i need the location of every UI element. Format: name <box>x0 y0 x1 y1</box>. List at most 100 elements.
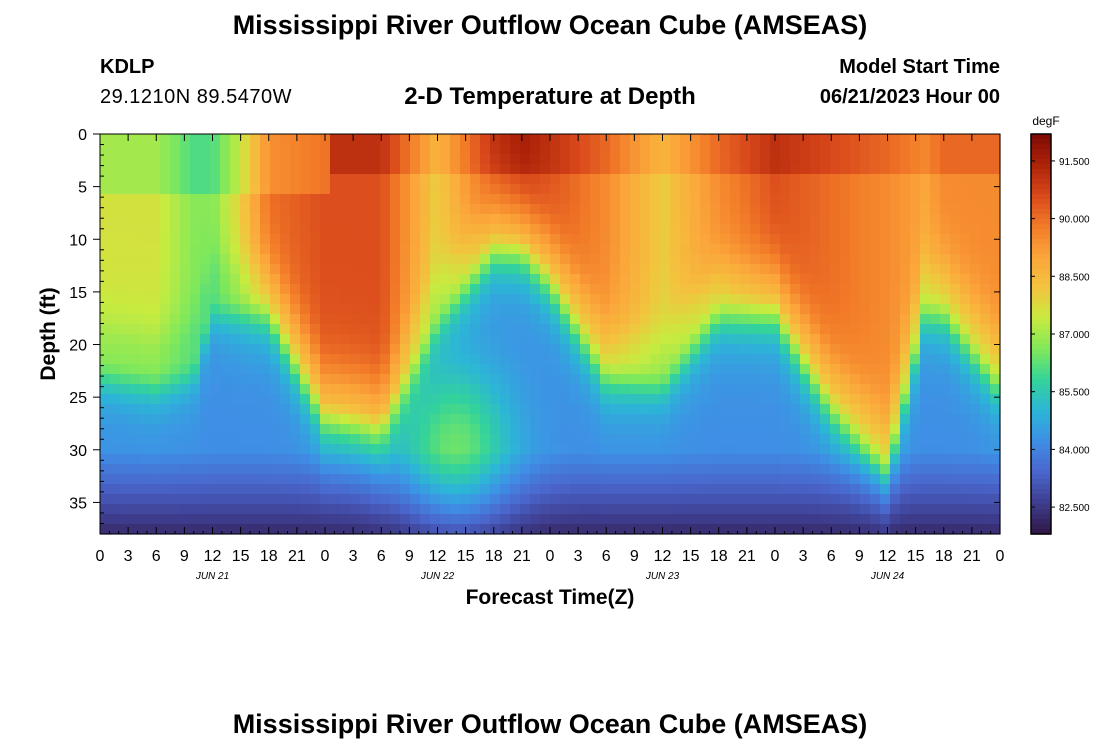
y-tick-label: 5 <box>78 180 87 197</box>
heatmap-cell <box>510 174 521 185</box>
heatmap-cell <box>860 434 871 445</box>
heatmap-cell <box>470 324 481 335</box>
heatmap-cell <box>200 374 211 385</box>
heatmap-cell <box>860 394 871 405</box>
heatmap-cell <box>650 454 661 465</box>
heatmap-cell <box>620 234 631 245</box>
heatmap-cell <box>570 344 581 355</box>
heatmap-cell <box>810 394 821 405</box>
heatmap-cell <box>780 214 791 225</box>
heatmap-cell <box>300 484 311 495</box>
heatmap-cell <box>960 504 971 515</box>
heatmap-cell <box>500 434 511 445</box>
heatmap-cell <box>340 194 351 205</box>
heatmap-cell <box>700 444 711 455</box>
heatmap-cell <box>270 444 281 455</box>
heatmap-cell <box>460 514 471 525</box>
heatmap-cell <box>410 464 421 475</box>
heatmap-cell <box>790 184 801 195</box>
heatmap-cell <box>290 364 301 375</box>
heatmap-cell <box>770 334 781 345</box>
heatmap-cell <box>620 454 631 465</box>
heatmap-cell <box>560 454 571 465</box>
heatmap-cell <box>820 264 831 275</box>
heatmap-cell <box>360 284 371 295</box>
heatmap-cell <box>970 404 981 415</box>
heatmap-cell <box>580 304 591 315</box>
heatmap-cell <box>490 154 501 165</box>
heatmap-cell <box>140 394 151 405</box>
heatmap-cell <box>710 504 721 515</box>
heatmap-cell <box>460 334 471 345</box>
heatmap-cell <box>310 154 321 165</box>
heatmap-cell <box>570 254 581 265</box>
heatmap-cell <box>670 184 681 195</box>
heatmap-cell <box>870 214 881 225</box>
heatmap-cell <box>390 404 401 415</box>
heatmap-cell <box>620 224 631 235</box>
heatmap-cell <box>250 254 261 265</box>
heatmap-cell <box>120 134 131 145</box>
heatmap-cell <box>590 384 601 395</box>
heatmap-cell <box>180 334 191 345</box>
heatmap-cell <box>900 304 911 315</box>
heatmap-cell <box>740 274 751 285</box>
heatmap-cell <box>670 214 681 225</box>
heatmap-cell <box>440 514 451 525</box>
heatmap-cell <box>550 524 561 535</box>
heatmap-cell <box>390 434 401 445</box>
chart-title: Mississippi River Outflow Ocean Cube (AM… <box>232 10 868 40</box>
heatmap-cell <box>100 414 111 425</box>
heatmap-cell <box>680 504 691 515</box>
heatmap-cell <box>680 474 691 485</box>
heatmap-cell <box>860 384 871 395</box>
heatmap-cell <box>130 244 141 255</box>
heatmap-cell <box>420 434 431 445</box>
heatmap-cell <box>230 364 241 375</box>
heatmap-cell <box>580 484 591 495</box>
heatmap-cell <box>210 474 221 485</box>
heatmap-cell <box>980 394 991 405</box>
heatmap-cell <box>670 334 681 345</box>
heatmap-cell <box>980 204 991 215</box>
heatmap-cell <box>970 424 981 435</box>
heatmap-cell <box>350 334 361 345</box>
heatmap-cell <box>890 174 901 185</box>
heatmap-cell <box>850 254 861 265</box>
heatmap-cell <box>160 344 171 355</box>
heatmap-cell <box>870 524 881 535</box>
heatmap-cell <box>990 364 1001 375</box>
colorbar-segment <box>1031 164 1051 170</box>
heatmap-cell <box>490 444 501 455</box>
heatmap-cell <box>940 444 951 455</box>
heatmap-cell <box>430 224 441 235</box>
x-tick-label: 3 <box>349 548 358 565</box>
heatmap-cell <box>560 304 571 315</box>
heatmap-cell <box>260 194 271 205</box>
heatmap-cell <box>770 274 781 285</box>
heatmap-cell <box>540 284 551 295</box>
heatmap-cell <box>120 264 131 275</box>
heatmap-cell <box>630 254 641 265</box>
x-tick-label: 0 <box>96 548 105 565</box>
heatmap-cell <box>340 164 351 175</box>
colorbar-segment <box>1031 334 1051 340</box>
heatmap-cell <box>650 504 661 515</box>
heatmap-cell <box>280 484 291 495</box>
heatmap-cell <box>850 344 861 355</box>
heatmap-cell <box>120 434 131 445</box>
heatmap-cell <box>440 454 451 465</box>
heatmap-cell <box>620 354 631 365</box>
heatmap-cell <box>700 404 711 415</box>
heatmap-cell <box>520 244 531 255</box>
heatmap-cell <box>610 384 621 395</box>
colorbar-tick-label: 91.500 <box>1059 157 1090 168</box>
heatmap-cell <box>150 494 161 505</box>
heatmap-cell <box>610 264 621 275</box>
heatmap-cell <box>810 304 821 315</box>
heatmap-cell <box>130 524 141 535</box>
heatmap-cell <box>430 144 441 155</box>
heatmap-cell <box>570 474 581 485</box>
heatmap-cell <box>660 494 671 505</box>
heatmap-cell <box>230 274 241 285</box>
